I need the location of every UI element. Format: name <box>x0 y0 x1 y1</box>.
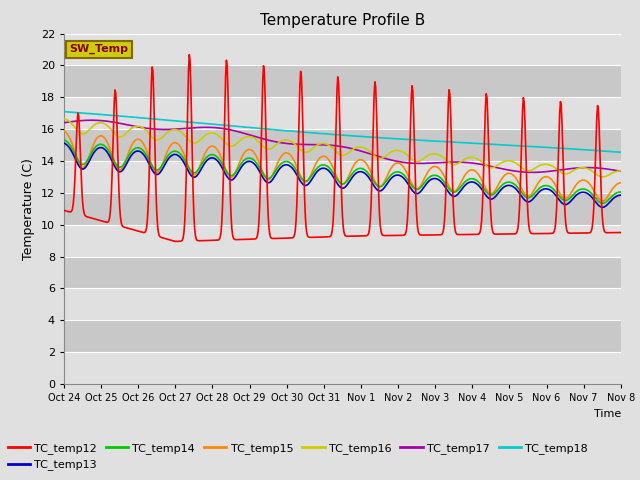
TC_temp12 <box>617 229 625 235</box>
Bar <box>64 225 621 257</box>
TC_temp15 <box>182 157 190 163</box>
TC_temp15 <box>598 198 606 204</box>
Bar <box>64 161 621 193</box>
TC_temp17 <box>529 169 536 175</box>
TC_temp18 <box>60 109 68 115</box>
TC_temp15 <box>388 164 396 170</box>
TC_temp14 <box>388 171 396 177</box>
TC_temp12 <box>60 207 68 213</box>
TC_temp15 <box>206 144 214 149</box>
TC_temp18 <box>206 121 214 127</box>
TC_temp15 <box>566 192 573 198</box>
Line: TC_temp17: TC_temp17 <box>64 120 621 172</box>
TC_temp12 <box>335 101 343 107</box>
TC_temp14 <box>60 137 68 143</box>
TC_temp12 <box>390 233 397 239</box>
Bar <box>64 65 621 97</box>
TC_temp14 <box>206 152 214 158</box>
TC_temp16 <box>182 134 190 140</box>
TC_temp13 <box>334 181 342 187</box>
TC_temp18 <box>617 149 625 155</box>
Text: Time: Time <box>593 408 621 419</box>
TC_temp14 <box>617 189 625 195</box>
Line: TC_temp12: TC_temp12 <box>64 55 621 241</box>
TC_temp13 <box>60 140 68 146</box>
Line: TC_temp18: TC_temp18 <box>64 112 621 152</box>
TC_temp13 <box>617 192 625 198</box>
Bar <box>64 288 621 320</box>
TC_temp18 <box>388 136 396 142</box>
Bar <box>64 320 621 352</box>
Bar <box>64 34 621 65</box>
TC_temp14 <box>598 201 606 206</box>
TC_temp12 <box>568 230 575 236</box>
Bar <box>64 97 621 129</box>
Bar <box>64 352 621 384</box>
TC_temp14 <box>334 177 342 183</box>
Legend: TC_temp12, TC_temp13, TC_temp14, TC_temp15, TC_temp16, TC_temp17, TC_temp18: TC_temp12, TC_temp13, TC_temp14, TC_temp… <box>3 439 593 475</box>
Bar <box>64 129 621 161</box>
TC_temp12 <box>186 52 193 58</box>
TC_temp16 <box>617 168 625 174</box>
Text: SW_Temp: SW_Temp <box>70 44 129 54</box>
TC_temp17 <box>617 168 625 174</box>
TC_temp14 <box>443 183 451 189</box>
TC_temp15 <box>334 176 342 182</box>
TC_temp12 <box>208 238 216 243</box>
TC_temp17 <box>60 120 68 126</box>
TC_temp13 <box>566 199 573 205</box>
TC_temp12 <box>183 139 191 144</box>
TC_temp16 <box>566 170 573 176</box>
TC_temp15 <box>443 179 451 185</box>
TC_temp17 <box>207 124 215 130</box>
Line: TC_temp15: TC_temp15 <box>64 131 621 201</box>
Y-axis label: Temperature (C): Temperature (C) <box>22 158 35 260</box>
TC_temp18 <box>443 139 451 144</box>
TC_temp18 <box>182 119 190 125</box>
TC_temp13 <box>388 175 396 180</box>
TC_temp16 <box>60 116 68 121</box>
TC_temp16 <box>388 149 396 155</box>
TC_temp13 <box>206 156 214 161</box>
TC_temp13 <box>443 187 451 192</box>
TC_temp16 <box>599 174 607 180</box>
Bar <box>64 257 621 288</box>
TC_temp18 <box>334 132 342 138</box>
Title: Temperature Profile B: Temperature Profile B <box>260 13 425 28</box>
TC_temp17 <box>568 166 575 171</box>
TC_temp17 <box>389 157 397 163</box>
TC_temp17 <box>183 125 191 131</box>
Line: TC_temp13: TC_temp13 <box>64 143 621 207</box>
TC_temp17 <box>88 117 96 123</box>
TC_temp12 <box>172 239 179 244</box>
TC_temp17 <box>444 159 451 165</box>
TC_temp18 <box>566 146 573 152</box>
TC_temp14 <box>182 160 190 166</box>
TC_temp12 <box>445 99 452 105</box>
Bar <box>64 193 621 225</box>
TC_temp16 <box>206 131 214 136</box>
Line: TC_temp16: TC_temp16 <box>64 119 621 177</box>
TC_temp15 <box>617 180 625 185</box>
TC_temp15 <box>60 128 68 134</box>
TC_temp17 <box>335 143 342 149</box>
TC_temp13 <box>182 164 190 170</box>
TC_temp16 <box>334 150 342 156</box>
TC_temp16 <box>443 157 451 163</box>
TC_temp14 <box>566 195 573 201</box>
TC_temp13 <box>598 204 606 210</box>
Line: TC_temp14: TC_temp14 <box>64 140 621 204</box>
